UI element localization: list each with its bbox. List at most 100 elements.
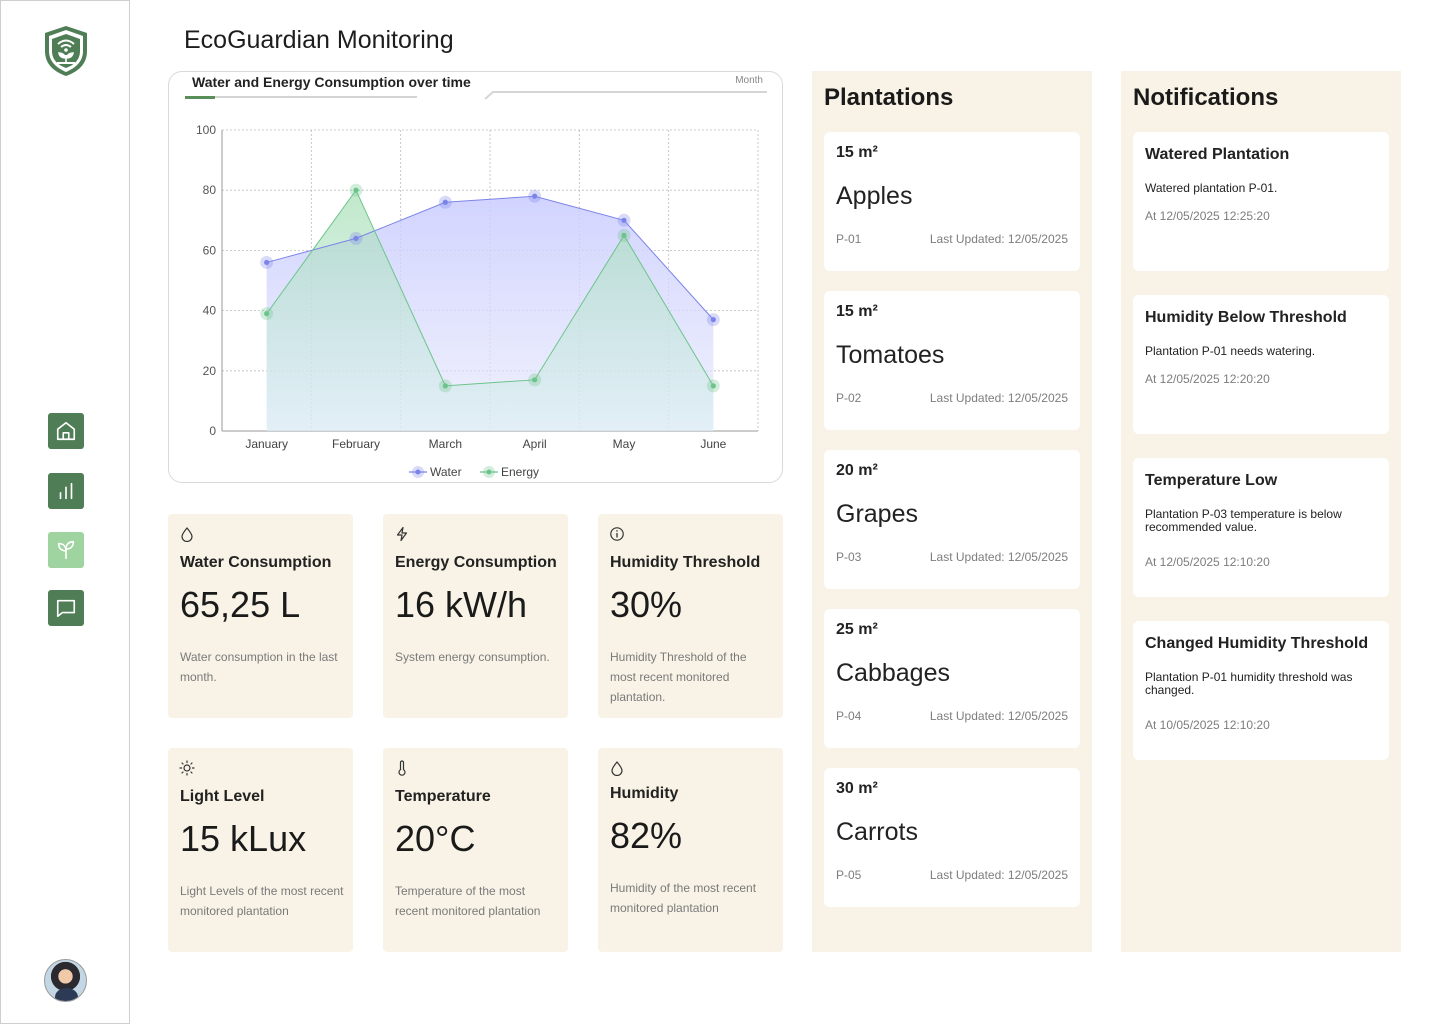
plantation-area: 15 m² xyxy=(836,303,878,320)
plantation-last-updated: Last Updated: 12/05/2025 xyxy=(929,391,1068,405)
x-tick-label: June xyxy=(700,437,726,451)
chart-period-selector[interactable]: Month xyxy=(735,75,763,86)
notification-card[interactable]: Changed Humidity Threshold Plantation P-0… xyxy=(1133,621,1389,760)
y-tick-label: 20 xyxy=(203,364,217,378)
notifications-title: Notifications xyxy=(1133,84,1279,111)
y-tick-label: 80 xyxy=(203,183,217,197)
legend-marker xyxy=(486,469,492,475)
data-point-water xyxy=(710,317,716,323)
notification-time: At 12/05/2025 12:25:20 xyxy=(1145,209,1270,223)
notification-time: At 12/05/2025 12:10:20 xyxy=(1145,555,1270,569)
plantation-name: Grapes xyxy=(836,500,918,528)
stat-label: Energy Consumption xyxy=(395,554,557,571)
series-line-energy xyxy=(266,189,714,387)
data-point-water xyxy=(264,259,270,266)
stat-value: 65,25 L xyxy=(180,584,301,625)
thermometer-icon xyxy=(398,760,406,776)
notification-title: Changed Humidity Threshold xyxy=(1145,635,1369,652)
stat-card: Humidity 82% Humidity of the most recent m… xyxy=(598,748,783,952)
x-tick-label: April xyxy=(523,437,547,451)
x-tick-label: March xyxy=(429,437,462,451)
data-point-energy xyxy=(353,187,359,193)
legend-label-energy: Energy xyxy=(501,465,539,479)
plantation-last-updated: Last Updated: 12/05/2025 xyxy=(929,232,1068,246)
stat-value: 82% xyxy=(610,815,683,856)
stat-card: Humidity Threshold 30% Humidity Threshold … xyxy=(598,514,783,718)
stat-card: Light Level 15 kLux Light Levels of the mo… xyxy=(168,748,353,952)
info-icon xyxy=(610,527,624,541)
plantation-area: 15 m² xyxy=(836,144,878,161)
stat-description: Light Levels of the most recent monitore… xyxy=(180,884,344,918)
plantation-code: P-02 xyxy=(836,391,862,405)
plantation-card[interactable]: 30 m² Carrots P-05 Last Updated: 12/05/2025 xyxy=(824,768,1080,907)
stat-label: Water Consumption xyxy=(180,554,332,571)
stat-label: Light Level xyxy=(180,788,265,805)
stat-card: Water Consumption 65,25 L Water consumptio… xyxy=(168,514,353,718)
plantation-name: Cabbages xyxy=(836,659,950,687)
data-point-energy xyxy=(264,311,270,317)
plantation-code: P-05 xyxy=(836,868,862,882)
data-point-energy xyxy=(442,383,448,389)
stat-description: Water consumption in the last month. xyxy=(180,650,338,684)
x-tick-label: February xyxy=(332,437,380,451)
plantation-code: P-04 xyxy=(836,709,862,723)
nav-home-button[interactable] xyxy=(48,413,84,449)
plantation-code: P-03 xyxy=(836,550,862,564)
y-tick-label: 60 xyxy=(203,243,217,257)
notification-body: Watered plantation P-01. xyxy=(1145,181,1278,195)
nav-messages-button[interactable] xyxy=(48,590,84,626)
notification-card[interactable]: Humidity Below Threshold Plantation P-01 … xyxy=(1133,295,1389,434)
stat-value: 16 kW/h xyxy=(395,584,528,625)
home-icon xyxy=(56,421,76,441)
x-tick-label: January xyxy=(245,437,288,451)
consumption-chart: 0 20 40 60 80 100 January February March April May… xyxy=(196,91,767,479)
stat-label: Temperature xyxy=(395,788,491,805)
notification-time: At 10/05/2025 12:10:20 xyxy=(1145,718,1270,732)
plantation-card[interactable]: 15 m² Tomatoes P-02 Last Updated: 12/05/202… xyxy=(824,291,1080,430)
user-avatar[interactable] xyxy=(44,959,87,1002)
droplet-icon xyxy=(611,761,623,776)
data-point-water xyxy=(532,193,538,199)
stat-value: 30% xyxy=(610,584,683,625)
sun-icon xyxy=(179,760,195,776)
plantations-title: Plantations xyxy=(824,84,954,111)
data-point-energy xyxy=(621,232,627,238)
data-point-water xyxy=(442,199,448,205)
stat-label: Humidity xyxy=(610,785,679,802)
nav-plantations-button[interactable] xyxy=(48,532,84,568)
notification-title: Temperature Low xyxy=(1145,472,1278,489)
plantation-name: Carrots xyxy=(836,818,918,846)
sidebar xyxy=(0,0,130,1024)
notification-card[interactable]: Watered Plantation Watered plantation P-0… xyxy=(1133,132,1389,271)
stat-description: Humidity of the most recent monitored pl… xyxy=(610,881,757,915)
page-title: EcoGuardian Monitoring xyxy=(184,26,454,54)
plantation-name: Apples xyxy=(836,182,913,210)
plantation-card[interactable]: 20 m² Grapes P-03 Last Updated: 12/05/2025 xyxy=(824,450,1080,589)
notification-title: Watered Plantation xyxy=(1145,146,1290,163)
plantation-last-updated: Last Updated: 12/05/2025 xyxy=(929,868,1068,882)
sprout-icon xyxy=(57,540,75,560)
y-tick-label: 40 xyxy=(203,304,217,318)
consumption-chart-card: 0 20 40 60 80 100 January February March April May… xyxy=(168,71,783,483)
lightning-icon xyxy=(396,526,408,542)
plantation-name: Tomatoes xyxy=(836,341,945,369)
plantation-area: 25 m² xyxy=(836,621,878,638)
notifications-panel: Notifications Watered Plantation Watered … xyxy=(1121,71,1401,952)
data-point-water xyxy=(621,217,627,223)
bar-chart-icon xyxy=(59,482,73,500)
series-area-energy xyxy=(266,190,714,431)
legend-marker xyxy=(415,469,421,475)
plantation-card[interactable]: 15 m² Apples P-01 Last Updated: 12/05/2025 xyxy=(824,132,1080,271)
plantation-last-updated: Last Updated: 12/05/2025 xyxy=(929,550,1068,564)
series-line-water xyxy=(266,195,714,320)
plantation-card[interactable]: 25 m² Cabbages P-04 Last Updated: 12/05/202… xyxy=(824,609,1080,748)
stat-label: Humidity Threshold xyxy=(610,554,761,571)
notification-card[interactable]: Temperature Low Plantation P-03 temperatu… xyxy=(1133,458,1389,597)
y-tick-label: 100 xyxy=(196,123,216,137)
plantation-area: 20 m² xyxy=(836,462,878,479)
nav-charts-button[interactable] xyxy=(48,473,84,509)
data-point-energy xyxy=(532,377,538,383)
stat-description: Temperature of the most recent monitored… xyxy=(395,884,541,918)
stat-card: Energy Consumption 16 kW/h System energy c… xyxy=(383,514,568,718)
plantation-code: P-01 xyxy=(836,232,862,246)
